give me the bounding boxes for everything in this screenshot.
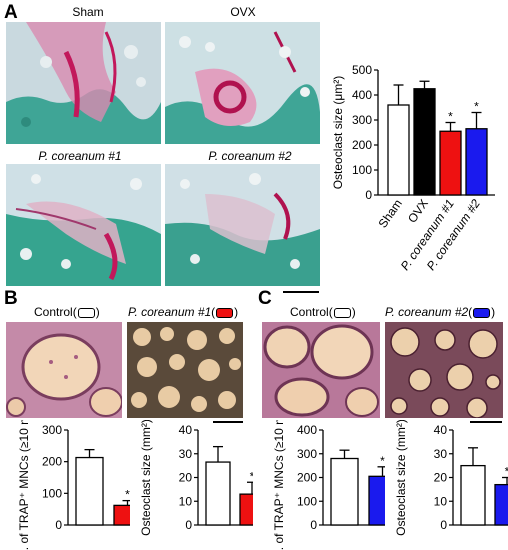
y-tick-label: 200 — [352, 138, 372, 152]
histology-image-ovx — [165, 22, 320, 144]
y-tick-label: 200 — [42, 455, 62, 469]
swatch-c-control — [333, 307, 351, 318]
bar — [387, 104, 410, 196]
caption-b-control: Control() — [34, 305, 100, 319]
y-tick-label: 0 — [185, 518, 192, 532]
y-tick-label: 200 — [297, 471, 317, 485]
significance-marker: * — [505, 465, 508, 479]
y-axis-label: Osteoclast size (μm²) — [331, 76, 345, 190]
significance-marker: * — [474, 100, 479, 114]
panel-letter-a: A — [4, 2, 18, 23]
image-label-pc1: P. coreanum #1 — [38, 149, 122, 163]
y-axis-label: No. of TRAP⁺ MNCs (≥10 nuclei) — [17, 420, 31, 550]
y-tick-label: 20 — [434, 471, 448, 485]
y-tick-label: 400 — [297, 423, 317, 437]
caption-c-treat-text: P. coreanum #2 — [385, 305, 469, 319]
cell-image-c-treat — [385, 322, 503, 418]
bar — [75, 456, 104, 526]
y-tick-label: 10 — [434, 494, 448, 508]
caption-b-treat: P. coreanum #1() — [128, 305, 239, 319]
panel-letter-b: B — [4, 288, 18, 309]
y-tick-label: 10 — [179, 494, 193, 508]
chart-b-trap-count: 0 100 200 300 No. of TRAP⁺ MNCs (≥10 nuclei)… — [17, 420, 130, 550]
caption-b-treat-text: P. coreanum #1 — [128, 305, 212, 319]
significance-marker: * — [125, 488, 130, 502]
y-tick-label: 300 — [297, 447, 317, 461]
bar — [330, 457, 359, 526]
histology-image-sham — [6, 22, 161, 144]
y-axis-label: Osteoclast size (mm²) — [139, 420, 153, 536]
histology-image-pc1 — [6, 164, 161, 286]
cell-image-c-control — [262, 322, 380, 418]
bar — [460, 464, 486, 526]
y-axis-label: Osteoclast size (mm²) — [394, 420, 408, 536]
scale-bar-c — [470, 421, 502, 423]
y-tick-label: 400 — [352, 88, 372, 102]
chart-a-osteoclast-size: 0 100 200 300 400 500 Osteoclast size (μm²) Sha… — [331, 63, 495, 273]
image-label-ovx: OVX — [230, 5, 256, 19]
bar — [239, 493, 253, 526]
y-tick-label: 100 — [352, 163, 372, 177]
y-tick-label: 0 — [310, 518, 317, 532]
y-tick-label: 0 — [440, 518, 447, 532]
x-category-label: OVX — [405, 197, 431, 226]
swatch-c-treat — [473, 307, 491, 318]
y-tick-label: 0 — [365, 188, 372, 202]
swatch-b-control — [77, 307, 95, 318]
significance-marker: * — [448, 110, 453, 124]
y-tick-label: 20 — [179, 471, 193, 485]
significance-marker: * — [380, 454, 385, 468]
y-tick-label: 300 — [352, 113, 372, 127]
cell-image-b-control — [6, 322, 122, 418]
chart-c-osteoclast-size: 0 10 20 30 40 Osteoclast size (mm²) * — [394, 420, 508, 536]
y-tick-label: 30 — [434, 447, 448, 461]
image-label-pc2: P. coreanum #2 — [208, 149, 292, 163]
y-tick-label: 30 — [179, 447, 193, 461]
scale-bar-b — [213, 421, 243, 423]
bar — [439, 130, 462, 196]
panel-letter-c: C — [258, 288, 272, 309]
y-tick-label: 100 — [42, 486, 62, 500]
chart-c-trap-count: 0 100 200 300 400 No. of TRAP⁺ MNCs (≥10 nucl… — [272, 420, 385, 550]
caption-b-control-text: Control — [34, 305, 73, 319]
y-tick-label: 40 — [434, 423, 448, 437]
swatch-b-treat — [216, 307, 234, 318]
histology-image-pc2 — [165, 164, 320, 286]
bar — [205, 461, 231, 526]
bar — [494, 483, 508, 526]
y-tick-label: 0 — [55, 518, 62, 532]
bar — [465, 128, 488, 196]
y-axis-label: No. of TRAP⁺ MNCs (≥10 nuclei) — [272, 420, 286, 550]
caption-c-treat: P. coreanum #2() — [385, 305, 496, 319]
x-category-label: Sham — [376, 197, 405, 231]
y-tick-label: 100 — [297, 494, 317, 508]
bar — [413, 88, 436, 196]
significance-marker: * — [250, 469, 253, 483]
cell-image-b-treat — [127, 322, 243, 418]
scale-bar-a — [283, 291, 319, 293]
image-label-sham: Sham — [72, 5, 104, 19]
y-tick-label: 40 — [179, 423, 193, 437]
chart-b-osteoclast-size: 0 10 20 30 40 Osteoclast size (mm²) * — [139, 420, 253, 536]
caption-c-control: Control() — [290, 305, 356, 319]
caption-c-control-text: Control — [290, 305, 329, 319]
y-tick-label: 300 — [42, 423, 62, 437]
y-tick-label: 500 — [352, 63, 372, 77]
